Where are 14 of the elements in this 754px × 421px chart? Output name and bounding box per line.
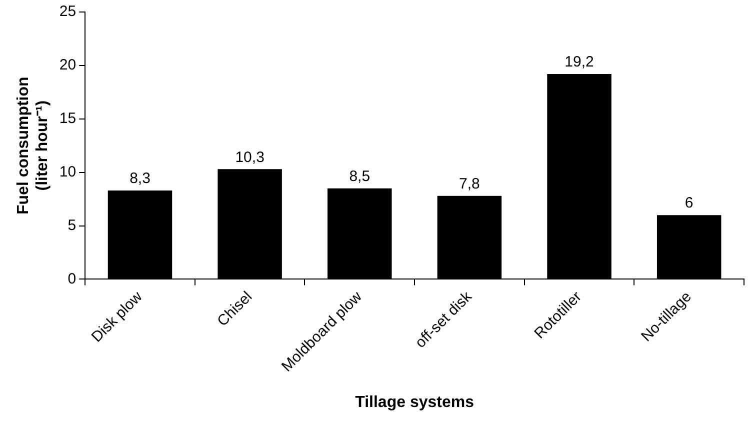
y-tick-label: 10 <box>59 163 76 180</box>
data-label: 7,8 <box>459 175 480 192</box>
y-tick-label: 0 <box>68 270 76 288</box>
y-axis-title: Fuel consumption (liter hour⁻¹) <box>15 76 52 214</box>
data-label: 8,5 <box>349 168 370 185</box>
y-tick-label: 15 <box>59 110 76 128</box>
x-axis-title: Tillage systems <box>355 394 474 411</box>
data-label: 6 <box>684 194 694 212</box>
y-tick-label: 5 <box>68 216 76 234</box>
data-label: 19,2 <box>564 54 594 71</box>
y-tick-label: 25 <box>59 3 76 20</box>
data-label: 8,3 <box>130 170 150 188</box>
data-label: 10,3 <box>235 148 264 166</box>
y-tick-label: 20 <box>59 56 76 74</box>
